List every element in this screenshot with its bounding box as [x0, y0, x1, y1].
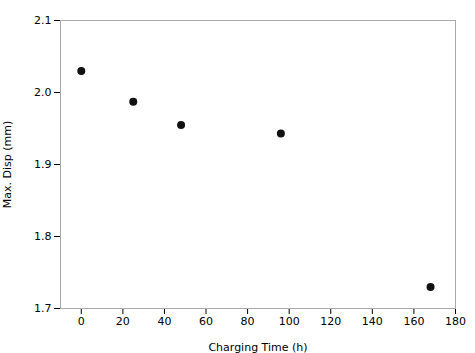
svg-text:1.9: 1.9 — [34, 158, 52, 171]
svg-text:140: 140 — [362, 315, 383, 328]
svg-text:60: 60 — [199, 315, 213, 328]
svg-text:80: 80 — [241, 315, 255, 328]
svg-text:160: 160 — [403, 315, 424, 328]
svg-text:Max. Disp (mm): Max. Disp (mm) — [1, 121, 14, 208]
svg-text:40: 40 — [157, 315, 171, 328]
svg-text:Charging Time (h): Charging Time (h) — [208, 341, 307, 353]
svg-text:20: 20 — [116, 315, 130, 328]
svg-text:1.7: 1.7 — [34, 302, 52, 315]
svg-text:2.1: 2.1 — [34, 14, 52, 27]
svg-text:2.0: 2.0 — [34, 86, 52, 99]
svg-text:1.8: 1.8 — [34, 230, 52, 243]
svg-text:100: 100 — [279, 315, 300, 328]
svg-text:180: 180 — [445, 315, 466, 328]
svg-text:0: 0 — [78, 315, 85, 328]
svg-text:120: 120 — [320, 315, 341, 328]
